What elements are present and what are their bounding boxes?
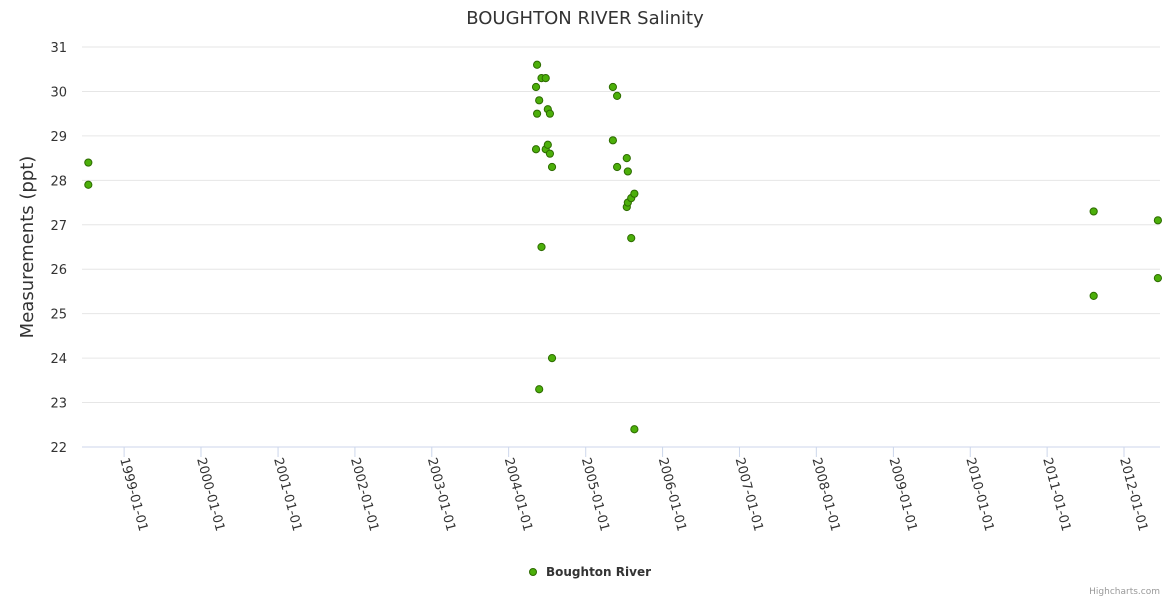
y-axis-ticks: 22 23 24 25 26 27 28 29 30 31 xyxy=(50,41,67,456)
y-tick-label: 24 xyxy=(50,352,67,367)
data-point[interactable] xyxy=(531,82,541,92)
data-point[interactable] xyxy=(84,180,93,189)
y-tick-label: 25 xyxy=(50,308,67,323)
y-tick-label: 29 xyxy=(50,130,67,145)
data-point[interactable] xyxy=(535,96,544,105)
data-point[interactable] xyxy=(547,162,557,172)
data-point[interactable] xyxy=(1153,274,1162,283)
data-point[interactable] xyxy=(545,149,555,158)
data-point[interactable] xyxy=(622,154,631,163)
data-point[interactable] xyxy=(608,136,617,145)
data-point[interactable] xyxy=(532,60,542,69)
chart-title: BOUGHTON RIVER Salinity xyxy=(466,8,704,29)
data-point[interactable] xyxy=(608,82,617,92)
data-point[interactable] xyxy=(623,167,632,176)
y-tick-label: 28 xyxy=(50,174,67,189)
data-point[interactable] xyxy=(630,189,639,198)
gridlines xyxy=(82,46,1160,404)
data-point[interactable] xyxy=(1089,207,1098,216)
data-point[interactable] xyxy=(531,145,541,154)
data-point[interactable] xyxy=(627,234,636,243)
data-point[interactable] xyxy=(547,354,557,363)
data-point[interactable] xyxy=(613,162,622,172)
legend[interactable]: Boughton River xyxy=(529,565,652,579)
data-point[interactable] xyxy=(1089,291,1098,300)
data-point[interactable] xyxy=(613,91,622,100)
y-axis-label: Measurements (ppt) xyxy=(17,156,38,339)
y-tick-label: 22 xyxy=(50,441,67,456)
data-series xyxy=(84,60,1162,434)
credits-link[interactable]: Highcharts.com xyxy=(1089,587,1160,597)
data-point[interactable] xyxy=(543,140,552,149)
data-point[interactable] xyxy=(532,109,542,118)
data-point[interactable] xyxy=(537,242,546,252)
y-tick-label: 30 xyxy=(50,85,67,100)
y-tick-label: 26 xyxy=(50,263,67,278)
data-point[interactable] xyxy=(84,158,93,167)
legend-marker xyxy=(529,568,537,576)
data-point[interactable] xyxy=(630,425,639,434)
y-tick-label: 31 xyxy=(50,41,67,56)
data-point[interactable] xyxy=(541,74,550,83)
data-point[interactable] xyxy=(535,385,544,394)
y-tick-label: 27 xyxy=(50,219,67,234)
data-point[interactable] xyxy=(1153,216,1162,225)
y-tick-label: 23 xyxy=(50,397,67,412)
legend-item-label[interactable]: Boughton River xyxy=(546,565,651,579)
data-point[interactable] xyxy=(545,109,555,118)
